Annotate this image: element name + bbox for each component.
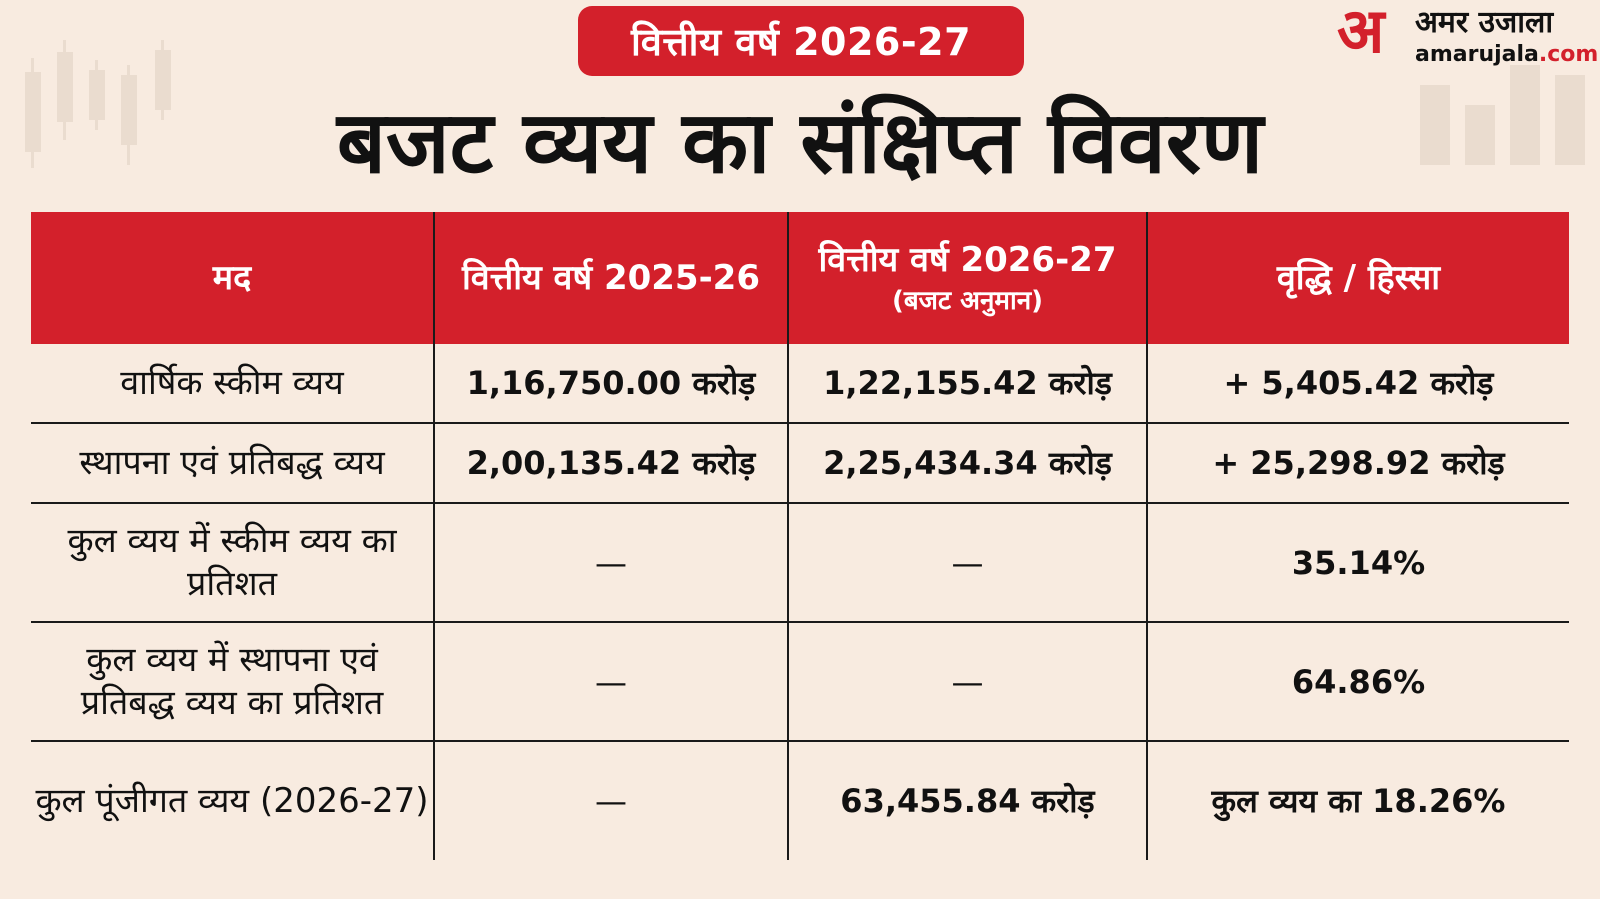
row-growth: कुल व्यय का 18.26% <box>1211 782 1506 820</box>
row-fy2627: — <box>788 622 1148 742</box>
row-fy2526: — <box>434 503 789 623</box>
table-header-row: मद वित्तीय वर्ष 2025-26 वित्तीय वर्ष 202… <box>31 212 1569 344</box>
row-fy2627: — <box>788 503 1148 623</box>
row-fy2526: — <box>434 622 789 742</box>
row-item: कुल व्यय में स्थापना एवं प्रतिबद्ध व्यय … <box>31 622 435 742</box>
row-fy2526: 1,16,750.00 करोड़ <box>434 344 789 424</box>
row-item: वार्षिक स्कीम व्यय <box>31 344 435 424</box>
table-row: कुल पूंजीगत व्यय (2026-27) — 63,455.84 क… <box>31 741 1569 860</box>
header-growth: वृद्धि / हिस्सा <box>1147 212 1569 344</box>
logo-url: amarujala.com <box>1415 44 1598 66</box>
row-growth: 64.86% <box>1147 622 1569 742</box>
row-fy2627: 1,22,155.42 करोड़ <box>788 344 1148 424</box>
page-title: बजट व्यय का संक्षिप्त विवरण <box>336 93 1264 193</box>
row-fy2526: — <box>434 741 789 860</box>
table-row: स्थापना एवं प्रतिबद्ध व्यय 2,00,135.42 क… <box>31 423 1569 504</box>
row-growth: + 5,405.42 करोड़ <box>1147 344 1569 424</box>
row-fy2526: 2,00,135.42 करोड़ <box>434 423 789 504</box>
header-fy2526: वित्तीय वर्ष 2025-26 <box>434 212 789 344</box>
logo-url-main: amarujala <box>1415 42 1539 67</box>
header-item: मद <box>31 212 435 344</box>
row-item: कुल पूंजीगत व्यय (2026-27) <box>31 741 435 860</box>
row-item: स्थापना एवं प्रतिबद्ध व्यय <box>31 423 435 504</box>
table-row: कुल व्यय में स्थापना एवं प्रतिबद्ध व्यय … <box>31 622 1569 742</box>
row-item: कुल व्यय में स्कीम व्यय का प्रतिशत <box>31 503 435 623</box>
table-row: वार्षिक स्कीम व्यय 1,16,750.00 करोड़ 1,2… <box>31 344 1569 424</box>
header-fy2627: वित्तीय वर्ष 2026-27 (बजट अनुमान) <box>788 212 1148 344</box>
amar-ujala-logo: अ अमर उजाला amarujala.com <box>1337 0 1598 68</box>
budget-table: मद वित्तीय वर्ष 2025-26 वित्तीय वर्ष 202… <box>31 212 1569 860</box>
logo-url-tld: .com <box>1538 42 1599 67</box>
logo-mark: अ <box>1337 0 1385 67</box>
fiscal-year-badge-text: वित्तीय वर्ष 2026-27 <box>630 20 972 64</box>
row-fy2627: 63,455.84 करोड़ <box>788 741 1148 860</box>
table-row: कुल व्यय में स्कीम व्यय का प्रतिशत — — 3… <box>31 503 1569 623</box>
fiscal-year-badge: वित्तीय वर्ष 2026-27 <box>578 6 1024 76</box>
row-fy2627: 2,25,434.34 करोड़ <box>788 423 1148 504</box>
row-growth: 35.14% <box>1147 503 1569 623</box>
header-fy2627-label: वित्तीय वर्ष 2026-27 <box>818 239 1117 280</box>
logo-hindi-name: अमर उजाला <box>1415 5 1554 40</box>
header-fy2627-sub: (बजट अनुमान) <box>891 286 1044 316</box>
row-growth: + 25,298.92 करोड़ <box>1147 423 1569 504</box>
